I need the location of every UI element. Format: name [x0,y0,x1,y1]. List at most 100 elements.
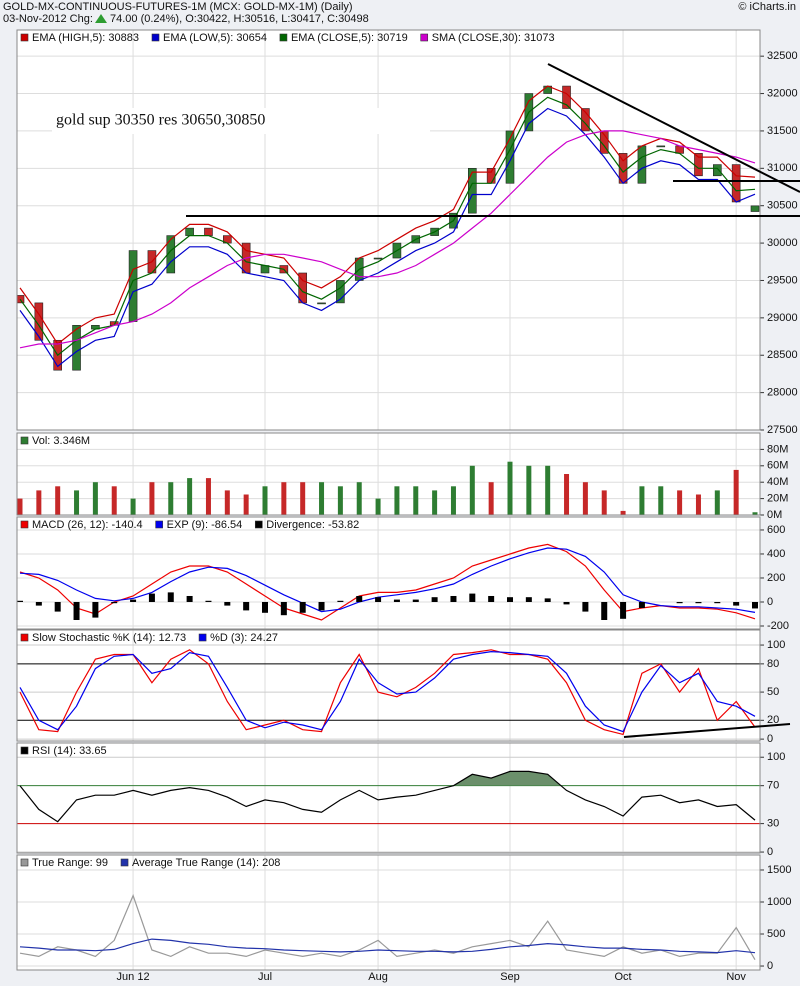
bar [356,482,362,515]
bar [186,595,193,602]
y-tick-label: 400 [767,548,785,560]
bar [638,601,645,608]
bar [545,465,551,515]
y-tick-label: 28500 [767,349,798,361]
bar [356,595,363,602]
y-tick-label: 60M [767,460,788,472]
bar [318,601,325,611]
y-tick-label: 70 [767,780,779,792]
bar [601,601,608,620]
bar [281,482,287,515]
y-tick-label: 31500 [767,125,798,137]
legend-swatch [151,33,160,42]
legend-label: Slow Stochastic %K (14): 12.73 [32,632,186,644]
y-tick-label: 0 [767,846,773,858]
bar [337,600,344,602]
bar [300,482,306,515]
trend-line [547,63,800,193]
line [19,85,756,345]
bar [714,601,721,604]
line [19,938,756,954]
x-tick-label: Jul [258,971,272,983]
up-arrow [95,14,107,23]
stochastic-trend-line [623,723,791,738]
bar [544,598,551,602]
bar [695,494,701,515]
line [19,650,756,733]
legend-label: %D (3): 24.27 [210,632,278,644]
bar [337,486,343,515]
y-tick-label: 20M [767,493,788,505]
y-tick-label: 0M [767,509,782,521]
panels: 2750028000285002900029500300003050031000… [16,29,798,983]
line [19,770,756,823]
y-tick-label: 50 [767,686,779,698]
candle [185,227,194,236]
y-tick-label: 500 [767,928,785,940]
bar [695,601,702,604]
bar [187,478,193,515]
plot [19,770,756,823]
candle [317,302,326,305]
panel-frame [16,516,761,630]
header-title: GOLD-MX-CONTINUOUS-FUTURES-1M (MCX: GOLD… [3,1,353,13]
bar [752,512,758,515]
candle [72,325,81,371]
candle [637,145,647,184]
y-tick-label: -200 [767,620,789,632]
line [19,893,756,961]
y-tick-label: 0 [767,596,773,608]
candle [713,164,722,177]
legend-swatch [20,633,29,642]
panel-frame [16,629,761,742]
x-tick-label: Aug [368,971,388,983]
bar [149,482,155,515]
credit: © iCharts.in [738,1,796,13]
legend-swatch [279,33,288,42]
bar [205,600,212,602]
bar [243,494,249,515]
bar [92,482,98,515]
bar [280,601,287,616]
legend-swatch [120,858,129,867]
header-change: 74.00 (0.24%), O:30422, H:30516, L:30417… [110,13,369,25]
y-tick-label: 600 [767,524,785,536]
bar [431,597,438,602]
bar [167,592,174,602]
y-tick-label: 40M [767,476,788,488]
bar [17,600,23,602]
legend-label: True Range: 99 [32,857,108,869]
legend-label: EMA (HIGH,5): 30883 [32,32,139,44]
bar [507,461,513,515]
y-tick-label: 80M [767,443,788,455]
line [19,107,756,368]
bar [563,601,570,605]
legend-label: MACD (26, 12): -140.4 [32,519,143,531]
bar [582,482,588,515]
bar [36,490,42,515]
bar [55,486,61,515]
bar [17,498,23,515]
y-tick-label: 100 [767,639,785,651]
bar [676,601,683,604]
legend-swatch [20,436,29,445]
bar [432,490,438,515]
bar [73,601,80,620]
bar [299,601,306,613]
panel-background [17,517,760,629]
y-tick-label: 200 [767,572,785,584]
line [19,130,756,349]
y-tick-label: 30000 [767,237,798,249]
bar [507,597,513,602]
bar [394,486,400,515]
panel-frame [16,432,761,516]
bar [262,486,268,515]
drawings: gold sup 30350 res 30650,30850 [52,63,800,738]
x-tick-label: Oct [615,971,632,983]
legend-swatch [20,858,29,867]
bar [243,601,250,611]
legend-swatch [254,520,263,529]
bar [601,490,607,515]
legend-swatch [20,33,29,42]
legend-label: EMA (CLOSE,5): 30719 [291,32,408,44]
